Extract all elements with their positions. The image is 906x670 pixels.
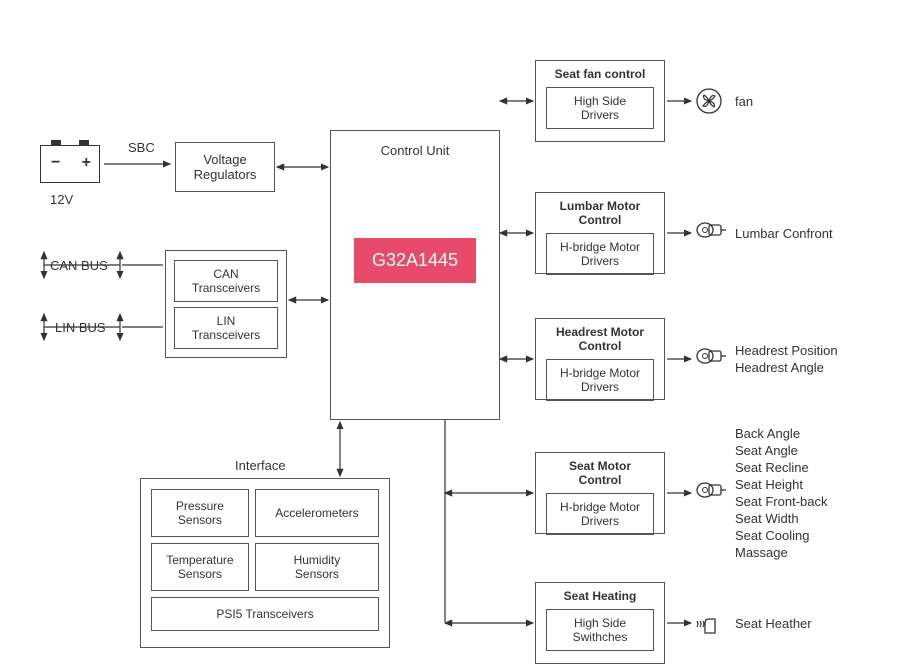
seat-sub: H-bridge Motor Drivers — [546, 493, 654, 535]
transceivers-group: CAN Transceivers LIN Transceivers — [165, 250, 287, 358]
seat-icon — [695, 479, 727, 504]
headrest-icon — [695, 345, 727, 370]
fan-box: Seat fan control High Side Drivers — [535, 60, 665, 142]
fan-icon — [695, 87, 723, 118]
psi5-label: PSI5 Transceivers — [216, 607, 313, 621]
seat-box: Seat Motor Control H-bridge Motor Drivers — [535, 452, 665, 534]
battery-label: 12V — [50, 192, 73, 207]
lumbar-title: Lumbar Motor Control — [560, 199, 641, 227]
can-transceivers-box: CAN Transceivers — [174, 260, 278, 302]
fan-sub: High Side Drivers — [546, 87, 654, 129]
heat-icon — [695, 609, 723, 640]
interface-title: Interface — [235, 458, 286, 473]
fan-title: Seat fan control — [555, 67, 646, 81]
control-unit-title: Control Unit — [381, 143, 450, 158]
lumbar-box: Lumbar Motor Control H-bridge Motor Drive… — [535, 192, 665, 274]
lumbar-icon — [695, 219, 727, 244]
lin-transceivers-label: LIN Transceivers — [192, 314, 260, 342]
chip-label: G32A1445 — [354, 238, 476, 283]
lin-transceivers-box: LIN Transceivers — [174, 307, 278, 349]
temperature-sensors-box: Temperature Sensors — [151, 543, 249, 591]
lin-bus-label: LIN BUS — [55, 320, 106, 335]
battery-icon: − + — [40, 145, 100, 183]
heat-title: Seat Heating — [564, 589, 637, 603]
headrest-sub: H-bridge Motor Drivers — [546, 359, 654, 401]
humidity-sensors-box: Humidity Sensors — [255, 543, 379, 591]
lumbar-icon-labels: Lumbar Confront — [735, 225, 833, 242]
lumbar-sub: H-bridge Motor Drivers — [546, 233, 654, 275]
heat-box: Seat Heating High Side Swithches — [535, 582, 665, 664]
headrest-icon-labels: Headrest PositionHeadrest Angle — [735, 342, 838, 376]
heat-icon-labels: Seat Heather — [735, 615, 812, 632]
seat-title: Seat Motor Control — [569, 459, 631, 487]
heat-sub: High Side Swithches — [546, 609, 654, 651]
humidity-sensors-label: Humidity Sensors — [294, 553, 341, 581]
can-bus-label: CAN BUS — [50, 258, 108, 273]
headrest-title: Headrest Motor Control — [556, 325, 644, 353]
pressure-sensors-label: Pressure Sensors — [176, 499, 224, 527]
voltage-regulators-label: Voltage Regulators — [194, 152, 257, 182]
accelerometers-box: Accelerometers — [255, 489, 379, 537]
voltage-regulators-box: Voltage Regulators — [175, 142, 275, 192]
pressure-sensors-box: Pressure Sensors — [151, 489, 249, 537]
headrest-box: Headrest Motor Control H-bridge Motor Dri… — [535, 318, 665, 400]
psi5-box: PSI5 Transceivers — [151, 597, 379, 631]
temperature-sensors-label: Temperature Sensors — [166, 553, 233, 581]
accelerometers-label: Accelerometers — [275, 506, 358, 520]
seat-icon-labels: Back AngleSeat AngleSeat ReclineSeat Hei… — [735, 425, 828, 561]
can-transceivers-label: CAN Transceivers — [192, 267, 260, 295]
sbc-label: SBC — [128, 140, 155, 155]
control-unit-box: Control Unit G32A1445 — [330, 130, 500, 420]
fan-icon-labels: fan — [735, 93, 753, 110]
interface-box: Pressure Sensors Accelerometers Temperat… — [140, 478, 390, 648]
